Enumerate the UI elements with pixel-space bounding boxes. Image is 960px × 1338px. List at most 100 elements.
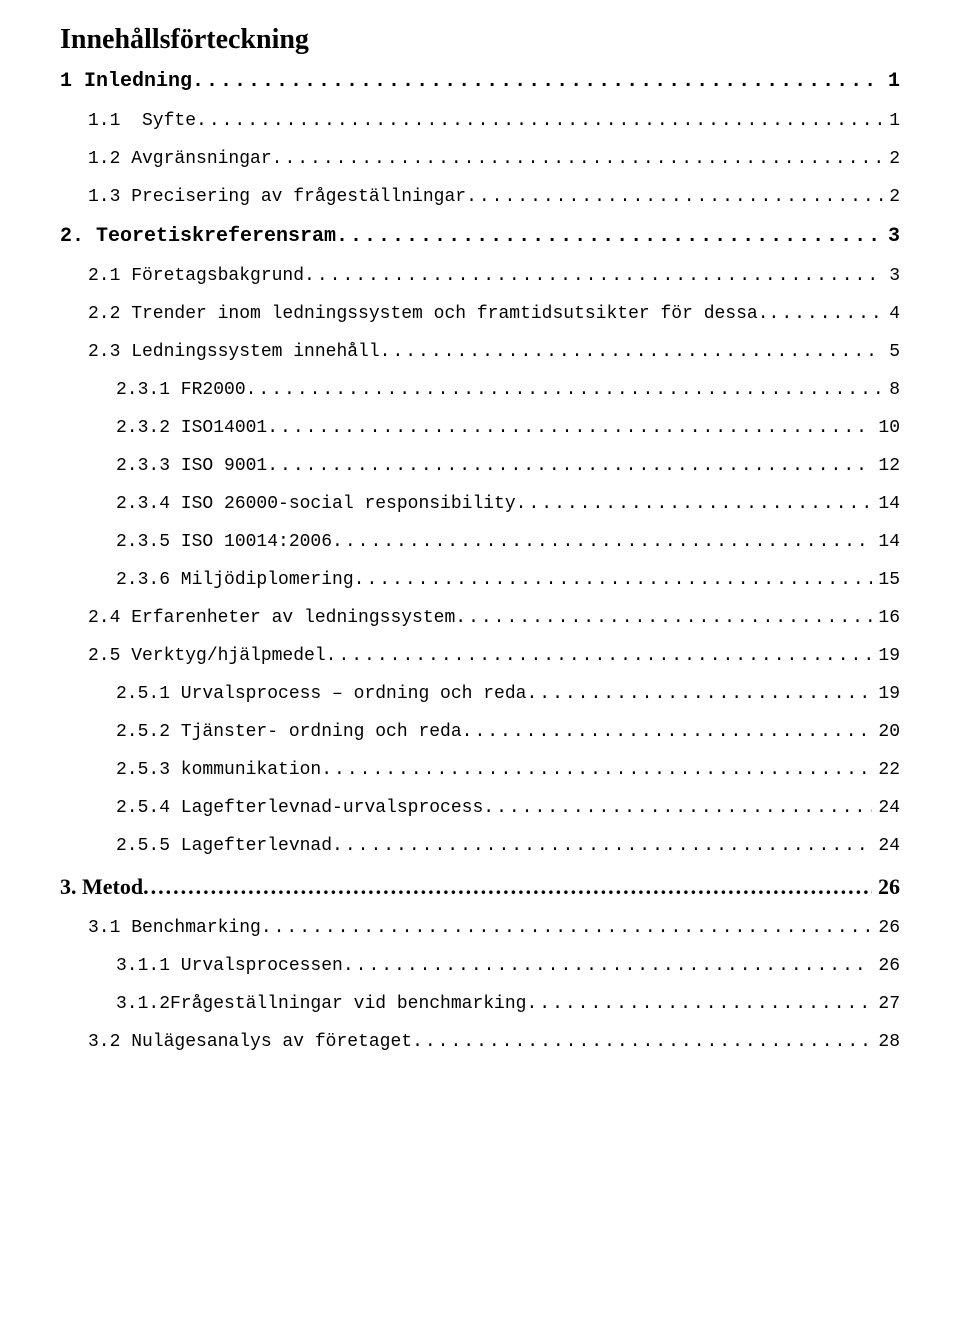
- toc-entry: 2.5 Verktyg/hjälpmedel 19: [88, 646, 900, 666]
- toc-entry-label: 2.1 Företagsbakgrund: [88, 266, 304, 286]
- toc-entry-page: 19: [872, 684, 900, 704]
- toc-entry-label: 1 Inledning: [60, 70, 192, 93]
- toc-entry-label: 1.2 Avgränsningar: [88, 149, 272, 169]
- toc-entry: 2.2 Trender inom ledningssystem och fram…: [88, 304, 900, 324]
- toc-entry: 2. Teoretiskreferensram 3: [60, 225, 900, 248]
- toc-entry-label: 2.3.3 ISO 9001: [116, 456, 267, 476]
- toc-entry-page: 24: [872, 798, 900, 818]
- toc-entry: 2.5.2 Tjänster- ordning och reda 20: [116, 722, 900, 742]
- toc-entry-page: 2: [883, 149, 900, 169]
- toc-entry-page: 20: [872, 722, 900, 742]
- toc-leader-dots: [267, 456, 872, 476]
- toc-entry-label: 2.3.6 Miljödiplomering: [116, 570, 354, 590]
- table-of-contents: 1 Inledning 11.1 Syfte 11.2 Avgränsninga…: [60, 70, 900, 1052]
- toc-entry: 2.3.1 FR2000 8: [116, 380, 900, 400]
- toc-entry-label: 2. Teoretiskreferensram: [60, 225, 336, 248]
- toc-entry-page: 28: [872, 1032, 900, 1052]
- toc-entry-label: 2.4 Erfarenheter av ledningssystem: [88, 608, 455, 628]
- toc-leader-dots: [526, 684, 872, 704]
- toc-entry-label: 2.5 Verktyg/hjälpmedel: [88, 646, 326, 666]
- toc-entry-label: 3.2 Nulägesanalys av företaget: [88, 1032, 412, 1052]
- toc-entry-page: 16: [872, 608, 900, 628]
- toc-entry: 2.5.4 Lagefterlevnad-urvalsprocess 24: [116, 798, 900, 818]
- toc-entry-page: 19: [872, 646, 900, 666]
- toc-entry-page: 8: [883, 380, 900, 400]
- toc-entry: 2.3.2 ISO14001 10: [116, 418, 900, 438]
- toc-entry-label: 3.1.2Frågeställningar vid benchmarking: [116, 994, 526, 1014]
- toc-entry: 2.5.3 kommunikation 22: [116, 760, 900, 780]
- toc-entry: 2.3.6 Miljödiplomering 15: [116, 570, 900, 590]
- toc-leader-dots: [343, 956, 873, 976]
- toc-leader-dots: [332, 836, 872, 856]
- toc-entry-page: 24: [872, 836, 900, 856]
- toc-entry: 1.1 Syfte 1: [88, 111, 900, 131]
- toc-entry-page: 4: [883, 304, 900, 324]
- toc-leader-dots: [192, 70, 882, 93]
- toc-entry-label: 2.5.4 Lagefterlevnad-urvalsprocess: [116, 798, 483, 818]
- toc-entry-label: 1.3 Precisering av frågeställningar: [88, 187, 466, 207]
- toc-entry-label: 2.5.3 kommunikation: [116, 760, 321, 780]
- toc-leader-dots: [380, 342, 884, 362]
- toc-entry: 1.2 Avgränsningar 2: [88, 149, 900, 169]
- toc-entry-label: 2.3 Ledningssystem innehåll: [88, 342, 380, 362]
- toc-entry-page: 5: [883, 342, 900, 362]
- toc-entry-page: 26: [872, 874, 900, 900]
- toc-entry: 3.1.2Frågeställningar vid benchmarking 2…: [116, 994, 900, 1014]
- toc-leader-dots: [483, 798, 872, 818]
- toc-entry-page: 27: [872, 994, 900, 1014]
- toc-leader-dots: [462, 722, 873, 742]
- toc-entry-page: 14: [872, 532, 900, 552]
- toc-leader-dots: [769, 304, 884, 324]
- toc-entry-label: 1.1 Syfte: [88, 111, 196, 131]
- toc-entry: 2.3.3 ISO 9001 12: [116, 456, 900, 476]
- toc-leader-dots: [272, 149, 884, 169]
- toc-entry-label: 2.3.1 FR2000: [116, 380, 246, 400]
- toc-leader-dots: [304, 266, 883, 286]
- toc-entry-page: 3: [883, 266, 900, 286]
- toc-entry: 2.5.1 Urvalsprocess – ordning och reda 1…: [116, 684, 900, 704]
- toc-entry: 3.2 Nulägesanalys av företaget 28: [88, 1032, 900, 1052]
- toc-leader-dots: [267, 418, 872, 438]
- toc-leader-dots: [143, 874, 872, 900]
- toc-leader-dots: [516, 494, 873, 514]
- toc-entry-page: 10: [872, 418, 900, 438]
- toc-entry-label: 2.5.1 Urvalsprocess – ordning och reda: [116, 684, 526, 704]
- toc-entry-label: 2.5.2 Tjänster- ordning och reda: [116, 722, 462, 742]
- toc-entry-page: 15: [872, 570, 900, 590]
- toc-leader-dots: [246, 380, 884, 400]
- toc-leader-dots: [261, 918, 873, 938]
- toc-entry: 2.3.5 ISO 10014:2006 14: [116, 532, 900, 552]
- toc-entry-label: 2.3.5 ISO 10014:2006: [116, 532, 332, 552]
- toc-leader-dots: [326, 646, 873, 666]
- toc-entry: 2.5.5 Lagefterlevnad 24: [116, 836, 900, 856]
- toc-leader-dots: [466, 187, 883, 207]
- toc-entry: 1 Inledning 1: [60, 70, 900, 93]
- toc-leader-dots: [455, 608, 872, 628]
- toc-entry: 3.1 Benchmarking 26: [88, 918, 900, 938]
- toc-entry: 2.4 Erfarenheter av ledningssystem 16: [88, 608, 900, 628]
- toc-entry-page: 26: [872, 918, 900, 938]
- toc-leader-dots: [336, 225, 882, 248]
- toc-entry-page: 26: [872, 956, 900, 976]
- toc-entry-label: 2.2 Trender inom ledningssystem och fram…: [88, 304, 769, 324]
- toc-leader-dots: [321, 760, 872, 780]
- toc-leader-dots: [412, 1032, 872, 1052]
- toc-entry-label: 2.5.5 Lagefterlevnad: [116, 836, 332, 856]
- toc-entry-label: 3.1.1 Urvalsprocessen: [116, 956, 343, 976]
- toc-entry-page: 12: [872, 456, 900, 476]
- toc-entry-page: 1: [883, 111, 900, 131]
- toc-leader-dots: [354, 570, 873, 590]
- toc-entry-label: 3.1 Benchmarking: [88, 918, 261, 938]
- toc-entry-label: 3. Metod: [60, 874, 143, 900]
- toc-entry-page: 22: [872, 760, 900, 780]
- toc-entry: 3.1.1 Urvalsprocessen 26: [116, 956, 900, 976]
- toc-leader-dots: [526, 994, 872, 1014]
- toc-entry-page: 3: [882, 225, 900, 248]
- toc-leader-dots: [196, 111, 883, 131]
- toc-entry-label: 2.3.4 ISO 26000-social responsibility: [116, 494, 516, 514]
- toc-entry-page: 2: [883, 187, 900, 207]
- toc-entry: 2.3.4 ISO 26000-social responsibility 14: [116, 494, 900, 514]
- toc-entry-page: 1: [882, 70, 900, 93]
- toc-entry: 2.3 Ledningssystem innehåll 5: [88, 342, 900, 362]
- toc-entry-page: 14: [872, 494, 900, 514]
